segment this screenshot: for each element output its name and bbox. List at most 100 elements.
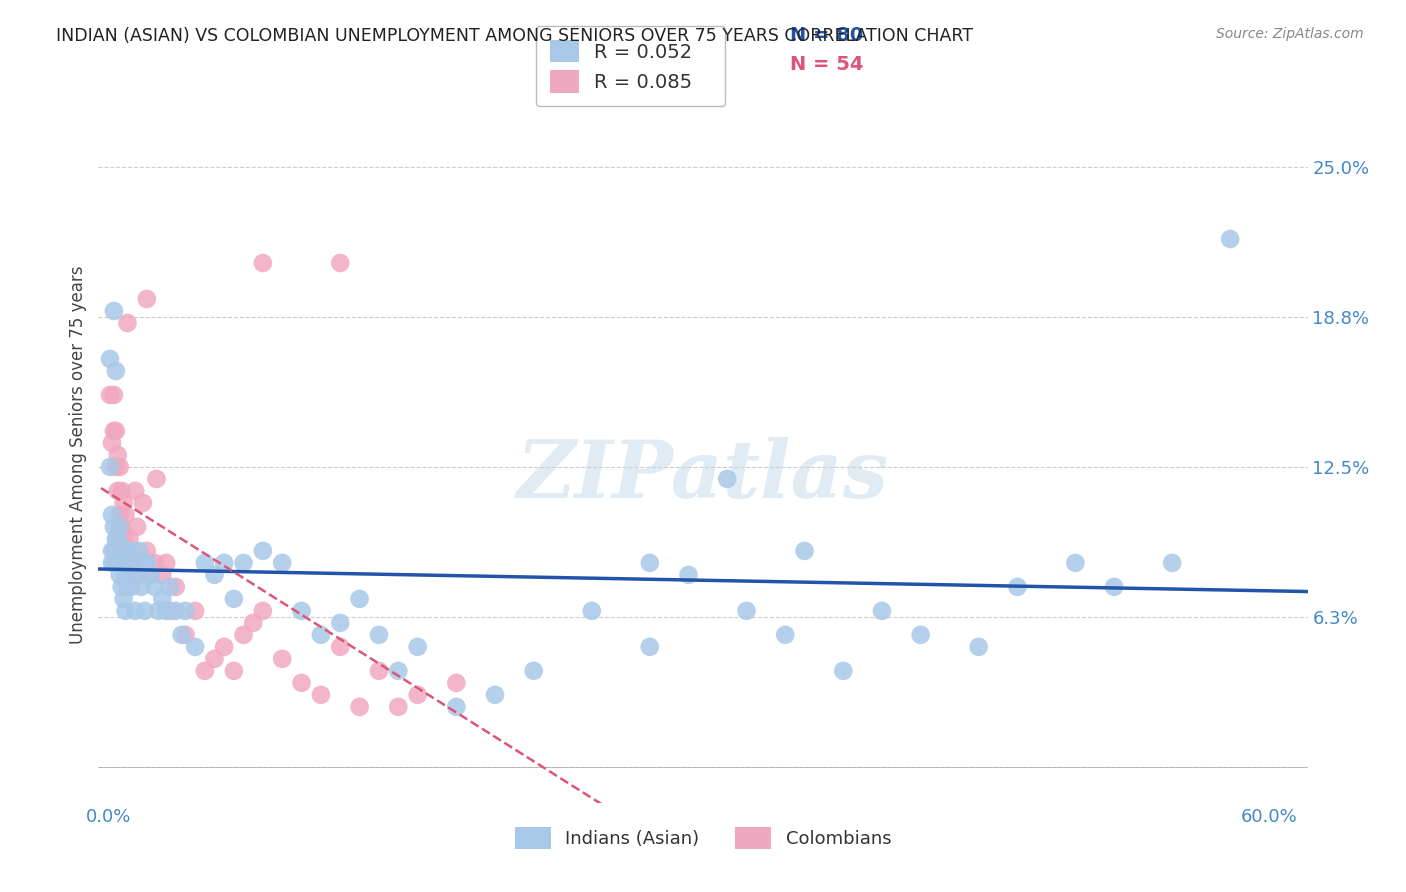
- Point: [135, 292, 157, 306]
- Point: [134, 604, 156, 618]
- Point: [103, 304, 125, 318]
- Point: [329, 640, 352, 654]
- Text: N = 80: N = 80: [790, 26, 863, 45]
- Point: [446, 699, 468, 714]
- Point: [128, 567, 150, 582]
- Point: [793, 544, 815, 558]
- Point: [232, 628, 254, 642]
- Point: [101, 556, 124, 570]
- Point: [184, 604, 207, 618]
- Point: [103, 388, 125, 402]
- Point: [232, 556, 254, 570]
- Point: [129, 580, 152, 594]
- Point: [406, 640, 429, 654]
- Point: [103, 544, 125, 558]
- Point: [104, 459, 127, 474]
- Point: [107, 483, 129, 498]
- Point: [678, 567, 700, 582]
- Point: [132, 496, 155, 510]
- Text: N = 54: N = 54: [790, 55, 863, 74]
- Point: [122, 556, 145, 570]
- Point: [368, 628, 391, 642]
- Point: [155, 604, 177, 618]
- Point: [309, 628, 332, 642]
- Point: [107, 532, 129, 546]
- Point: [101, 508, 124, 522]
- Point: [127, 520, 149, 534]
- Point: [117, 544, 139, 558]
- Point: [127, 567, 149, 582]
- Point: [128, 544, 150, 558]
- Point: [967, 640, 990, 654]
- Point: [165, 580, 187, 594]
- Point: [108, 520, 131, 534]
- Point: [98, 459, 121, 474]
- Point: [135, 544, 157, 558]
- Point: [242, 615, 264, 630]
- Point: [484, 688, 506, 702]
- Point: [103, 556, 125, 570]
- Point: [349, 591, 371, 606]
- Point: [1161, 556, 1184, 570]
- Point: [139, 567, 162, 582]
- Point: [120, 556, 142, 570]
- Point: [716, 472, 738, 486]
- Point: [406, 688, 429, 702]
- Point: [108, 508, 131, 522]
- Point: [112, 496, 135, 510]
- Point: [112, 532, 135, 546]
- Point: [104, 544, 127, 558]
- Point: [368, 664, 391, 678]
- Point: [117, 316, 139, 330]
- Point: [174, 628, 197, 642]
- Point: [212, 556, 235, 570]
- Point: [387, 664, 409, 678]
- Point: [103, 424, 125, 438]
- Point: [98, 388, 121, 402]
- Point: [118, 532, 141, 546]
- Point: [212, 640, 235, 654]
- Point: [108, 567, 131, 582]
- Point: [145, 472, 167, 486]
- Point: [387, 699, 409, 714]
- Point: [104, 424, 127, 438]
- Point: [107, 448, 129, 462]
- Point: [309, 688, 332, 702]
- Point: [290, 604, 312, 618]
- Point: [114, 508, 136, 522]
- Point: [222, 664, 245, 678]
- Point: [104, 532, 127, 546]
- Point: [1007, 580, 1029, 594]
- Point: [114, 567, 136, 582]
- Text: Source: ZipAtlas.com: Source: ZipAtlas.com: [1216, 27, 1364, 41]
- Point: [155, 556, 177, 570]
- Point: [104, 364, 127, 378]
- Point: [120, 580, 142, 594]
- Point: [139, 567, 162, 582]
- Point: [194, 556, 217, 570]
- Point: [349, 699, 371, 714]
- Point: [117, 580, 139, 594]
- Point: [101, 544, 124, 558]
- Point: [271, 556, 294, 570]
- Text: ZIPatlas: ZIPatlas: [517, 437, 889, 515]
- Point: [523, 664, 546, 678]
- Point: [446, 676, 468, 690]
- Point: [832, 664, 855, 678]
- Point: [638, 640, 661, 654]
- Point: [108, 459, 131, 474]
- Legend: Indians (Asian), Colombians: Indians (Asian), Colombians: [508, 820, 898, 856]
- Point: [150, 591, 173, 606]
- Point: [124, 604, 146, 618]
- Y-axis label: Unemployment Among Seniors over 75 years: Unemployment Among Seniors over 75 years: [69, 266, 87, 644]
- Point: [98, 351, 121, 366]
- Point: [107, 556, 129, 570]
- Point: [252, 604, 274, 618]
- Point: [870, 604, 893, 618]
- Point: [184, 640, 207, 654]
- Point: [174, 604, 197, 618]
- Point: [194, 664, 217, 678]
- Point: [112, 591, 135, 606]
- Point: [118, 556, 141, 570]
- Point: [114, 604, 136, 618]
